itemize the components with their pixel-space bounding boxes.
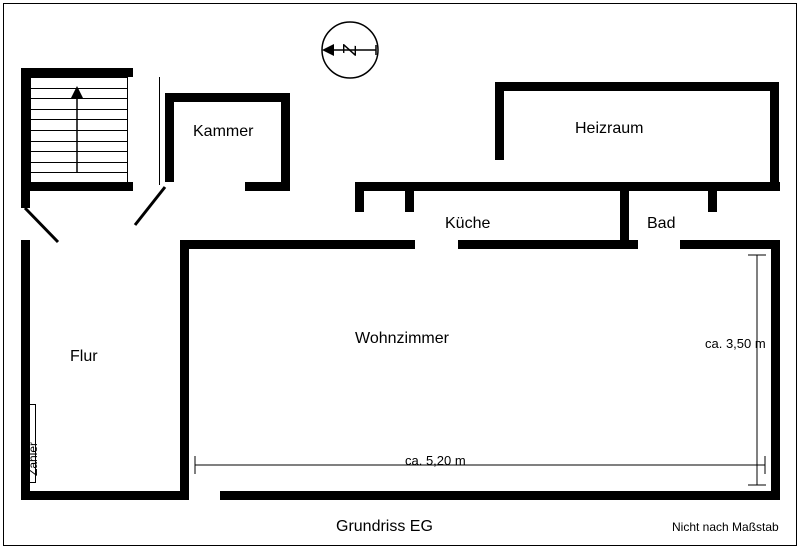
dimension-lines bbox=[195, 255, 766, 485]
scale-note: Nicht nach Maßstab bbox=[672, 520, 779, 534]
room-label-flur: Flur bbox=[70, 348, 98, 366]
svg-text:Z: Z bbox=[340, 44, 360, 57]
room-label-heizraum: Heizraum bbox=[575, 120, 643, 138]
compass-icon: Z bbox=[322, 22, 378, 78]
dimension-width-label: ca. 5,20 m bbox=[405, 453, 466, 468]
room-label-wohnzimmer: Wohnzimmer bbox=[355, 330, 449, 348]
floorplan-canvas: { "type": "floorplan", "background_color… bbox=[0, 0, 800, 549]
dimension-height-label: ca. 3,50 m bbox=[705, 336, 766, 351]
room-label-kammer: Kammer bbox=[193, 123, 253, 141]
floorplan-title: Grundriss EG bbox=[336, 518, 433, 536]
room-label-kueche: Küche bbox=[445, 215, 490, 233]
door-swings bbox=[25, 187, 165, 242]
overlay-svg: Z bbox=[0, 0, 800, 549]
room-label-bad: Bad bbox=[647, 215, 675, 233]
zaehler-box bbox=[21, 404, 36, 483]
